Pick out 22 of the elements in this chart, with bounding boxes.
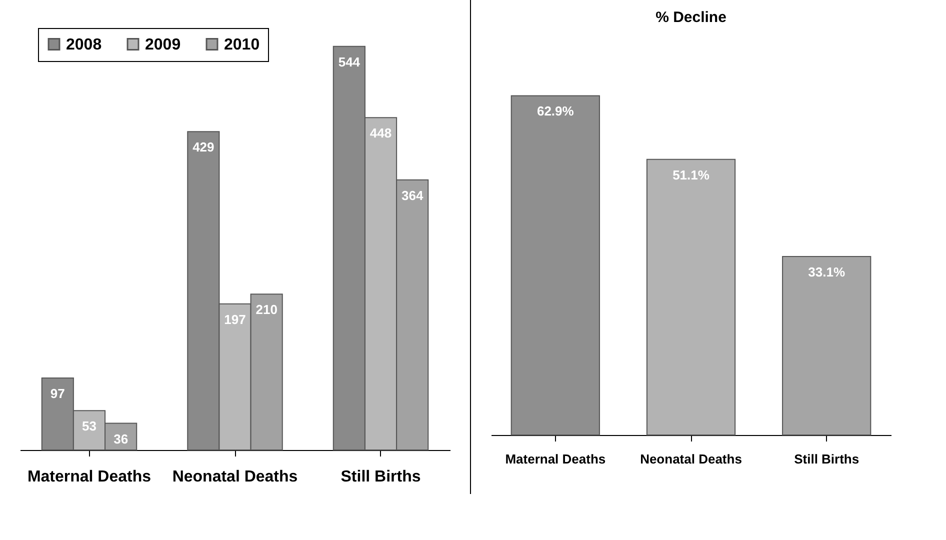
data-label: 62.9% bbox=[536, 104, 574, 119]
data-label: 53 bbox=[82, 418, 96, 434]
data-label: 210 bbox=[256, 302, 278, 318]
data-label: 197 bbox=[224, 312, 246, 327]
data-label: 51.1% bbox=[672, 167, 710, 182]
x-tick-label: Neonatal Deaths bbox=[640, 452, 742, 466]
x-tick-label: Still Births bbox=[794, 452, 860, 466]
data-label: 33.1% bbox=[808, 264, 846, 280]
x-tick-label: Maternal Deaths bbox=[505, 452, 606, 466]
x-tick-label: Maternal Deaths bbox=[27, 468, 152, 486]
data-label: 544 bbox=[338, 54, 361, 70]
data-label: 364 bbox=[401, 188, 424, 203]
legend-label: 2008 bbox=[66, 36, 102, 54]
data-label: 429 bbox=[192, 140, 214, 155]
data-label: 448 bbox=[370, 126, 392, 141]
chart-title: % Decline bbox=[656, 9, 726, 26]
legend-label: 2009 bbox=[145, 36, 181, 54]
data-label: 36 bbox=[114, 431, 128, 446]
data-label: 97 bbox=[50, 386, 65, 402]
x-tick-label: Still Births bbox=[340, 468, 421, 486]
x-tick-label: Neonatal Deaths bbox=[172, 468, 298, 486]
legend-label: 2010 bbox=[224, 36, 260, 54]
